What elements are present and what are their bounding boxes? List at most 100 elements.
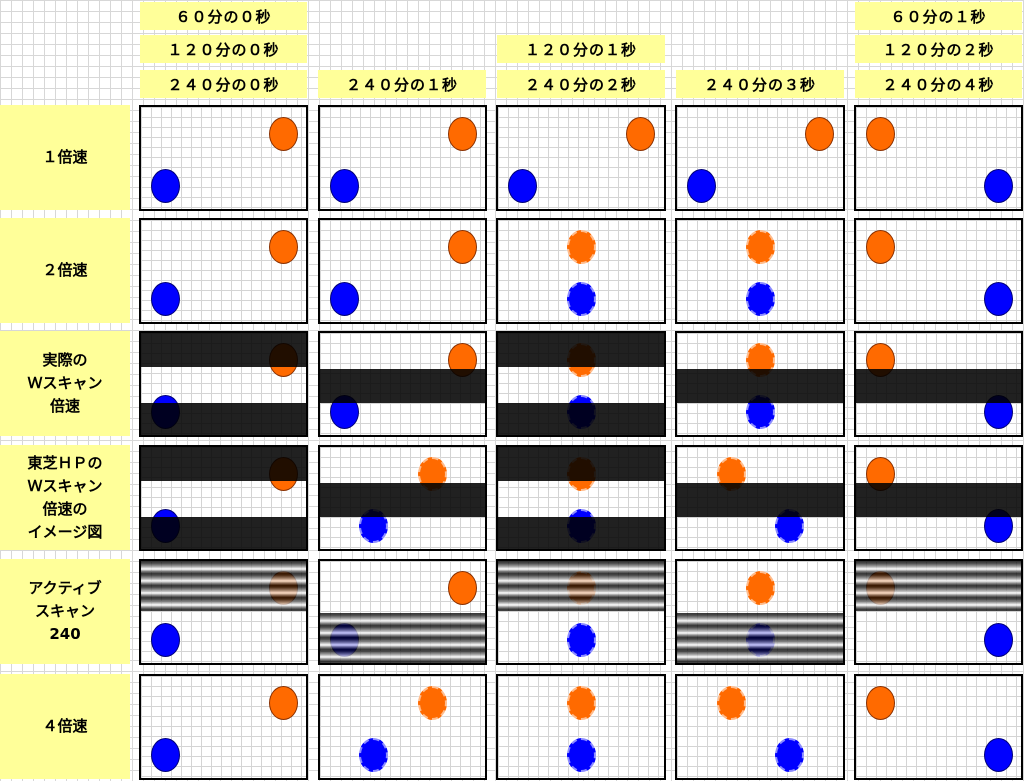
orange-ball [805,117,834,151]
frame-active240-t1 [318,559,487,665]
header-240-4: ２４０分の４秒 [855,70,1022,98]
frame-actual-w-t3 [675,331,845,437]
orange-ball [448,230,477,264]
frame-speed4-t1 [318,674,487,780]
black-band [141,517,306,549]
blue-ball [984,738,1013,772]
scan-stripes [498,561,664,611]
frame-toshiba-t2 [496,445,666,551]
blue-ball-interpolated [567,282,596,316]
blue-ball [151,738,180,772]
blue-ball [508,169,537,203]
orange-ball [866,117,895,151]
frame-speed2-t1 [318,218,487,324]
black-band [498,517,664,549]
frame-speed1-t0 [139,105,308,211]
blue-ball [984,623,1013,657]
frame-active240-t3 [675,559,845,665]
black-band [498,403,664,435]
orange-ball-interpolated [717,686,746,720]
frame-speed2-t4 [854,218,1023,324]
frame-toshiba-t0 [139,445,308,551]
black-band [320,369,485,403]
header-240-3: ２４０分の３秒 [676,70,844,98]
black-band [498,333,664,367]
frame-speed2-t0 [139,218,308,324]
black-band [141,333,306,367]
frame-speed1-t4 [854,105,1023,211]
blue-ball [151,282,180,316]
orange-ball [866,230,895,264]
frame-speed2-t3 [675,218,845,324]
orange-ball [269,686,298,720]
frame-actual-w-t4 [854,331,1023,437]
frame-speed1-t3 [675,105,845,211]
header-120-1: １２０分の１秒 [497,35,665,63]
header-240-0: ２４０分の０秒 [140,70,307,98]
orange-ball [269,230,298,264]
frame-toshiba-t4 [854,445,1023,551]
frame-speed1-t2 [496,105,666,211]
frame-actual-w-t2 [496,331,666,437]
black-band [141,403,306,435]
blue-ball [330,282,359,316]
orange-ball [269,117,298,151]
header-240-1: ２４０分の１秒 [318,70,486,98]
black-band [856,483,1021,517]
blue-ball-interpolated [746,282,775,316]
orange-ball-interpolated [567,686,596,720]
orange-ball-interpolated [418,686,447,720]
scan-stripes [677,613,843,663]
blue-ball [984,282,1013,316]
header-60-0: ６０分の０秒 [140,2,307,30]
frame-actual-w-t1 [318,331,487,437]
blue-ball [687,169,716,203]
scan-stripes [856,561,1021,611]
blue-ball-interpolated [567,623,596,657]
black-band [856,369,1021,403]
frame-toshiba-t3 [675,445,845,551]
row-label-speed4: ４倍速 [0,674,130,779]
header-120-2: １２０分の２秒 [855,35,1022,63]
blue-ball-interpolated [775,738,804,772]
frame-speed2-t2 [496,218,666,324]
blue-ball [330,169,359,203]
blue-ball [151,623,180,657]
header-60-1: ６０分の１秒 [855,2,1022,30]
row-label-actual-w: 実際の Ｗスキャン 倍速 [0,331,130,436]
blue-ball [151,169,180,203]
black-band [498,447,664,481]
header-120-0: １２０分の０秒 [140,35,307,63]
scan-stripes [141,561,306,611]
orange-ball-interpolated [746,230,775,264]
header-240-2: ２４０分の２秒 [497,70,665,98]
row-label-active240: アクティブ スキャン 240 [0,559,130,664]
blue-ball [984,169,1013,203]
orange-ball [866,686,895,720]
black-band [677,369,843,403]
frame-speed4-t2 [496,674,666,780]
row-label-toshiba-hp: 東芝ＨＰの Ｗスキャン 倍速の イメージ図 [0,445,130,550]
frame-active240-t0 [139,559,308,665]
frame-speed4-t0 [139,674,308,780]
black-band [677,483,843,517]
frame-toshiba-t1 [318,445,487,551]
orange-ball-interpolated [746,571,775,605]
orange-ball-interpolated [567,230,596,264]
black-band [320,483,485,517]
scan-stripes [320,613,485,663]
black-band [141,447,306,481]
frame-active240-t4 [854,559,1023,665]
frame-actual-w-t0 [139,331,308,437]
blue-ball-interpolated [567,738,596,772]
frame-speed4-t4 [854,674,1023,780]
orange-ball [626,117,655,151]
row-label-speed1: １倍速 [0,105,130,210]
orange-ball [448,117,477,151]
orange-ball [448,571,477,605]
row-label-speed2: ２倍速 [0,218,130,323]
frame-speed4-t3 [675,674,845,780]
frame-speed1-t1 [318,105,487,211]
frame-active240-t2 [496,559,666,665]
blue-ball-interpolated [359,738,388,772]
